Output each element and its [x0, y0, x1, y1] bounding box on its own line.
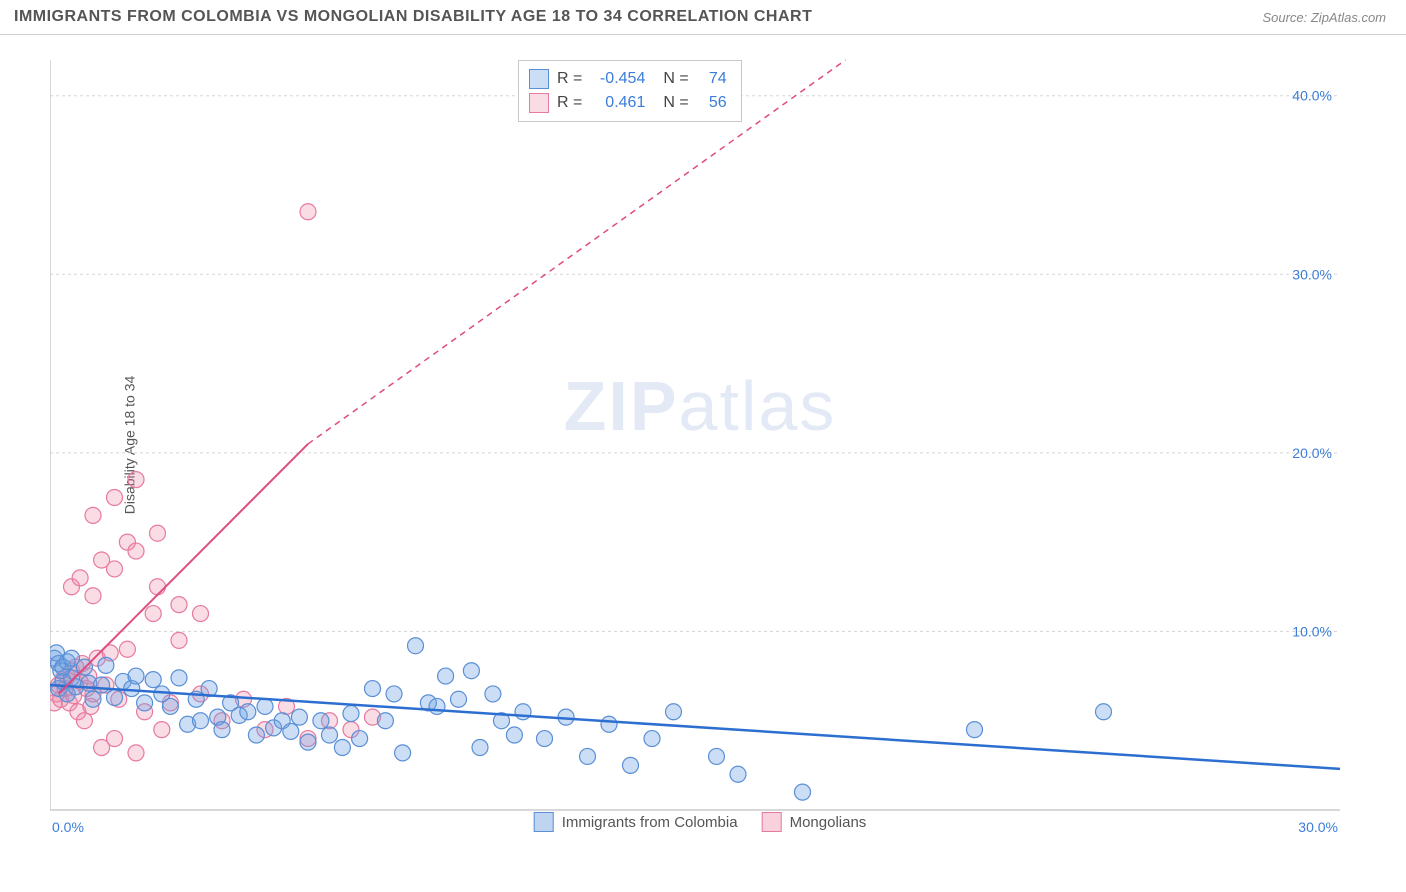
legend-swatch: [529, 93, 549, 113]
stat-n-label: N =: [663, 67, 688, 91]
bottom-legend: Immigrants from Colombia Mongolians: [534, 812, 867, 832]
svg-text:0.0%: 0.0%: [52, 819, 84, 835]
stat-r-value: 0.461: [590, 91, 645, 115]
legend-label: Immigrants from Colombia: [562, 814, 738, 831]
legend-swatch: [534, 812, 554, 832]
scatter-plot-svg: 10.0% 20.0% 30.0% 40.0% 0.0% 30.0%: [50, 50, 1350, 840]
stat-row: R = -0.454 N = 74: [529, 67, 727, 91]
stat-r-value: -0.454: [590, 67, 645, 91]
svg-text:10.0%: 10.0%: [1292, 623, 1332, 639]
chart-title: IMMIGRANTS FROM COLOMBIA VS MONGOLIAN DI…: [14, 8, 812, 26]
stat-n-value: 56: [697, 91, 727, 115]
stat-n-value: 74: [697, 67, 727, 91]
legend-label: Mongolians: [790, 814, 867, 831]
stat-r-label: R =: [557, 67, 582, 91]
chart-header: IMMIGRANTS FROM COLOMBIA VS MONGOLIAN DI…: [0, 0, 1406, 35]
correlation-stat-box: R = -0.454 N = 74 R = 0.461 N = 56: [518, 60, 742, 122]
legend-item: Mongolians: [762, 812, 867, 832]
stat-row: R = 0.461 N = 56: [529, 91, 727, 115]
plot-area: Disability Age 18 to 34 ZIPatlas 10.0%20…: [50, 50, 1350, 840]
chart-container: IMMIGRANTS FROM COLOMBIA VS MONGOLIAN DI…: [0, 0, 1406, 892]
svg-text:20.0%: 20.0%: [1292, 445, 1332, 461]
legend-swatch: [529, 69, 549, 89]
svg-text:30.0%: 30.0%: [1292, 266, 1332, 282]
legend-item: Immigrants from Colombia: [534, 812, 738, 832]
chart-source: Source: ZipAtlas.com: [1262, 10, 1386, 25]
svg-text:40.0%: 40.0%: [1292, 88, 1332, 104]
stat-r-label: R =: [557, 91, 582, 115]
svg-text:30.0%: 30.0%: [1298, 819, 1338, 835]
legend-swatch: [762, 812, 782, 832]
stat-n-label: N =: [663, 91, 688, 115]
